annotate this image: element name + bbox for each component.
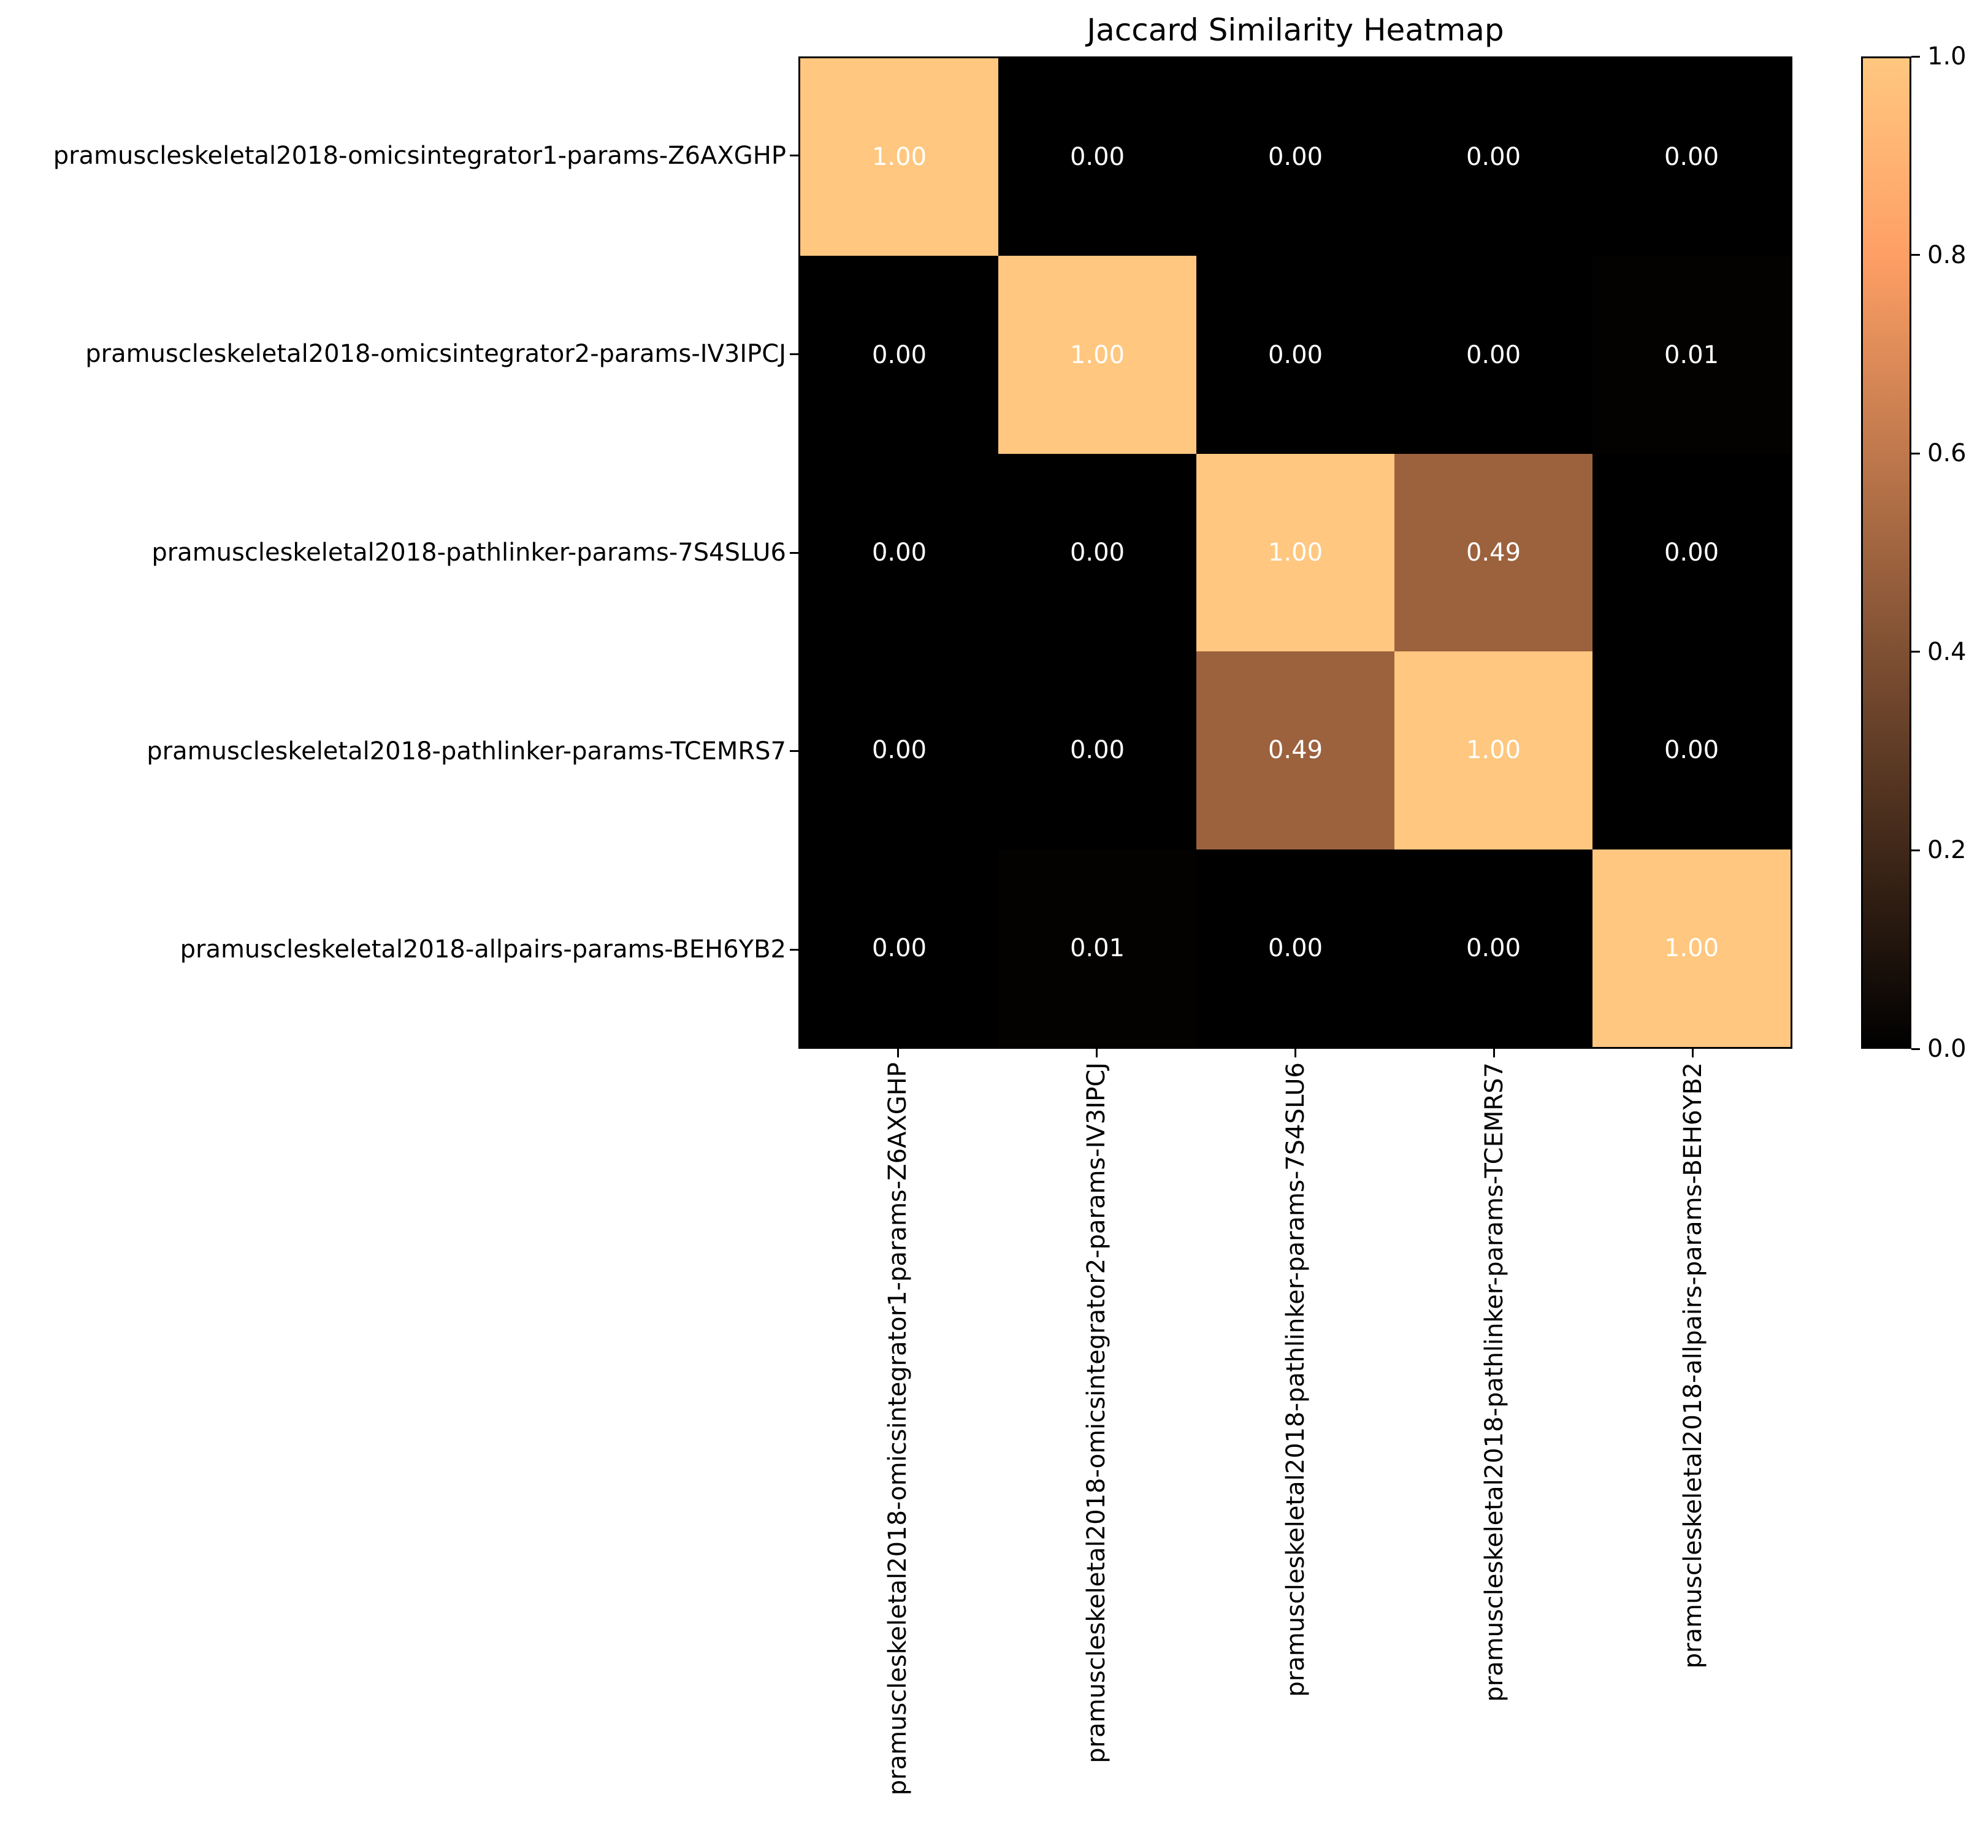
colorbar-tick-mark-5 xyxy=(1911,55,1920,58)
x-tick-mark-2 xyxy=(1294,1049,1296,1057)
heatmap-cell-r3c0: 0.00 xyxy=(800,651,998,849)
x-tick-mark-3 xyxy=(1493,1049,1496,1057)
heatmap-cell-r1c3: 0.00 xyxy=(1394,256,1592,454)
x-tick-label-3: pramuscleskeletal2018-pathlinker-params-… xyxy=(1480,1062,1508,1702)
heatmap-cell-r2c0: 0.00 xyxy=(800,453,998,652)
x-tick-mark-1 xyxy=(1095,1049,1098,1057)
heatmap-cell-r2c3: 0.49 xyxy=(1394,453,1592,652)
colorbar-tick-label-4: 0.8 xyxy=(1927,240,1967,269)
heatmap-cell-r0c0: 1.00 xyxy=(800,58,998,256)
heatmap-cell-r2c2: 1.00 xyxy=(1196,453,1394,652)
y-tick-mark-0 xyxy=(790,155,798,157)
colorbar-tick-label-5: 1.0 xyxy=(1927,42,1967,71)
heatmap-cell-r4c3: 0.00 xyxy=(1394,849,1592,1047)
colorbar-tick-label-3: 0.6 xyxy=(1927,439,1967,468)
y-tick-label-2: pramuscleskeletal2018-pathlinker-params-… xyxy=(151,539,786,567)
y-tick-label-0: pramuscleskeletal2018-omicsintegrator1-p… xyxy=(53,141,786,170)
y-tick-mark-1 xyxy=(790,353,798,355)
heatmap-cell-r4c2: 0.00 xyxy=(1196,849,1394,1047)
x-tick-label-2: pramuscleskeletal2018-pathlinker-params-… xyxy=(1281,1062,1310,1697)
colorbar-tick-label-0: 0.0 xyxy=(1927,1035,1967,1063)
colorbar-tick-mark-1 xyxy=(1911,849,1920,851)
heatmap-cell-r0c4: 0.00 xyxy=(1592,58,1791,256)
heatmap-cell-r1c4: 0.01 xyxy=(1592,256,1791,454)
heatmap-cell-r1c2: 0.00 xyxy=(1196,256,1394,454)
heatmap-cell-r3c3: 1.00 xyxy=(1394,651,1592,849)
colorbar-tick-label-1: 0.2 xyxy=(1927,836,1967,865)
colorbar-tick-label-2: 0.4 xyxy=(1927,637,1967,666)
heatmap-cell-r3c2: 0.49 xyxy=(1196,651,1394,849)
heatmap-cell-r0c3: 0.00 xyxy=(1394,58,1592,256)
colorbar xyxy=(1861,56,1911,1049)
heatmap-cell-r0c1: 0.00 xyxy=(998,58,1196,256)
chart-title: Jaccard Similarity Heatmap xyxy=(1087,12,1504,48)
heatmap-cell-r0c2: 0.00 xyxy=(1196,58,1394,256)
y-tick-mark-4 xyxy=(790,948,798,951)
y-tick-label-1: pramuscleskeletal2018-omicsintegrator2-p… xyxy=(85,340,786,369)
heatmap-cell-r1c1: 1.00 xyxy=(998,256,1196,454)
x-tick-mark-4 xyxy=(1692,1049,1694,1057)
colorbar-tick-mark-2 xyxy=(1911,651,1920,653)
colorbar-tick-mark-4 xyxy=(1911,254,1920,256)
x-tick-label-1: pramuscleskeletal2018-omicsintegrator2-p… xyxy=(1082,1062,1111,1763)
heatmap-cell-r4c0: 0.00 xyxy=(800,849,998,1047)
y-tick-mark-3 xyxy=(790,750,798,753)
colorbar-tick-mark-3 xyxy=(1911,452,1920,454)
x-tick-label-4: pramuscleskeletal2018-allpairs-params-BE… xyxy=(1678,1062,1707,1669)
y-tick-label-4: pramuscleskeletal2018-allpairs-params-BE… xyxy=(180,935,786,964)
heatmap-grid: 1.00 0.00 0.00 0.00 0.00 0.00 1.00 0.00 0.00 0.01… xyxy=(798,56,1792,1049)
heatmap-cell-r4c1: 0.01 xyxy=(998,849,1196,1047)
heatmap-cell-r2c4: 0.00 xyxy=(1592,453,1791,652)
y-tick-label-3: pramuscleskeletal2018-pathlinker-params-… xyxy=(147,737,786,765)
heatmap-cell-r3c1: 0.00 xyxy=(998,651,1196,849)
heatmap-cell-r1c0: 0.00 xyxy=(800,256,998,454)
colorbar-tick-mark-0 xyxy=(1911,1048,1920,1050)
heatmap-cell-r4c4: 1.00 xyxy=(1592,849,1791,1047)
y-tick-mark-2 xyxy=(790,551,798,554)
x-tick-mark-0 xyxy=(897,1049,899,1057)
heatmap-cell-r2c1: 0.00 xyxy=(998,453,1196,652)
x-tick-label-0: pramuscleskeletal2018-omicsintegrator1-p… xyxy=(884,1062,912,1796)
heatmap-cell-r3c4: 0.00 xyxy=(1592,651,1791,849)
